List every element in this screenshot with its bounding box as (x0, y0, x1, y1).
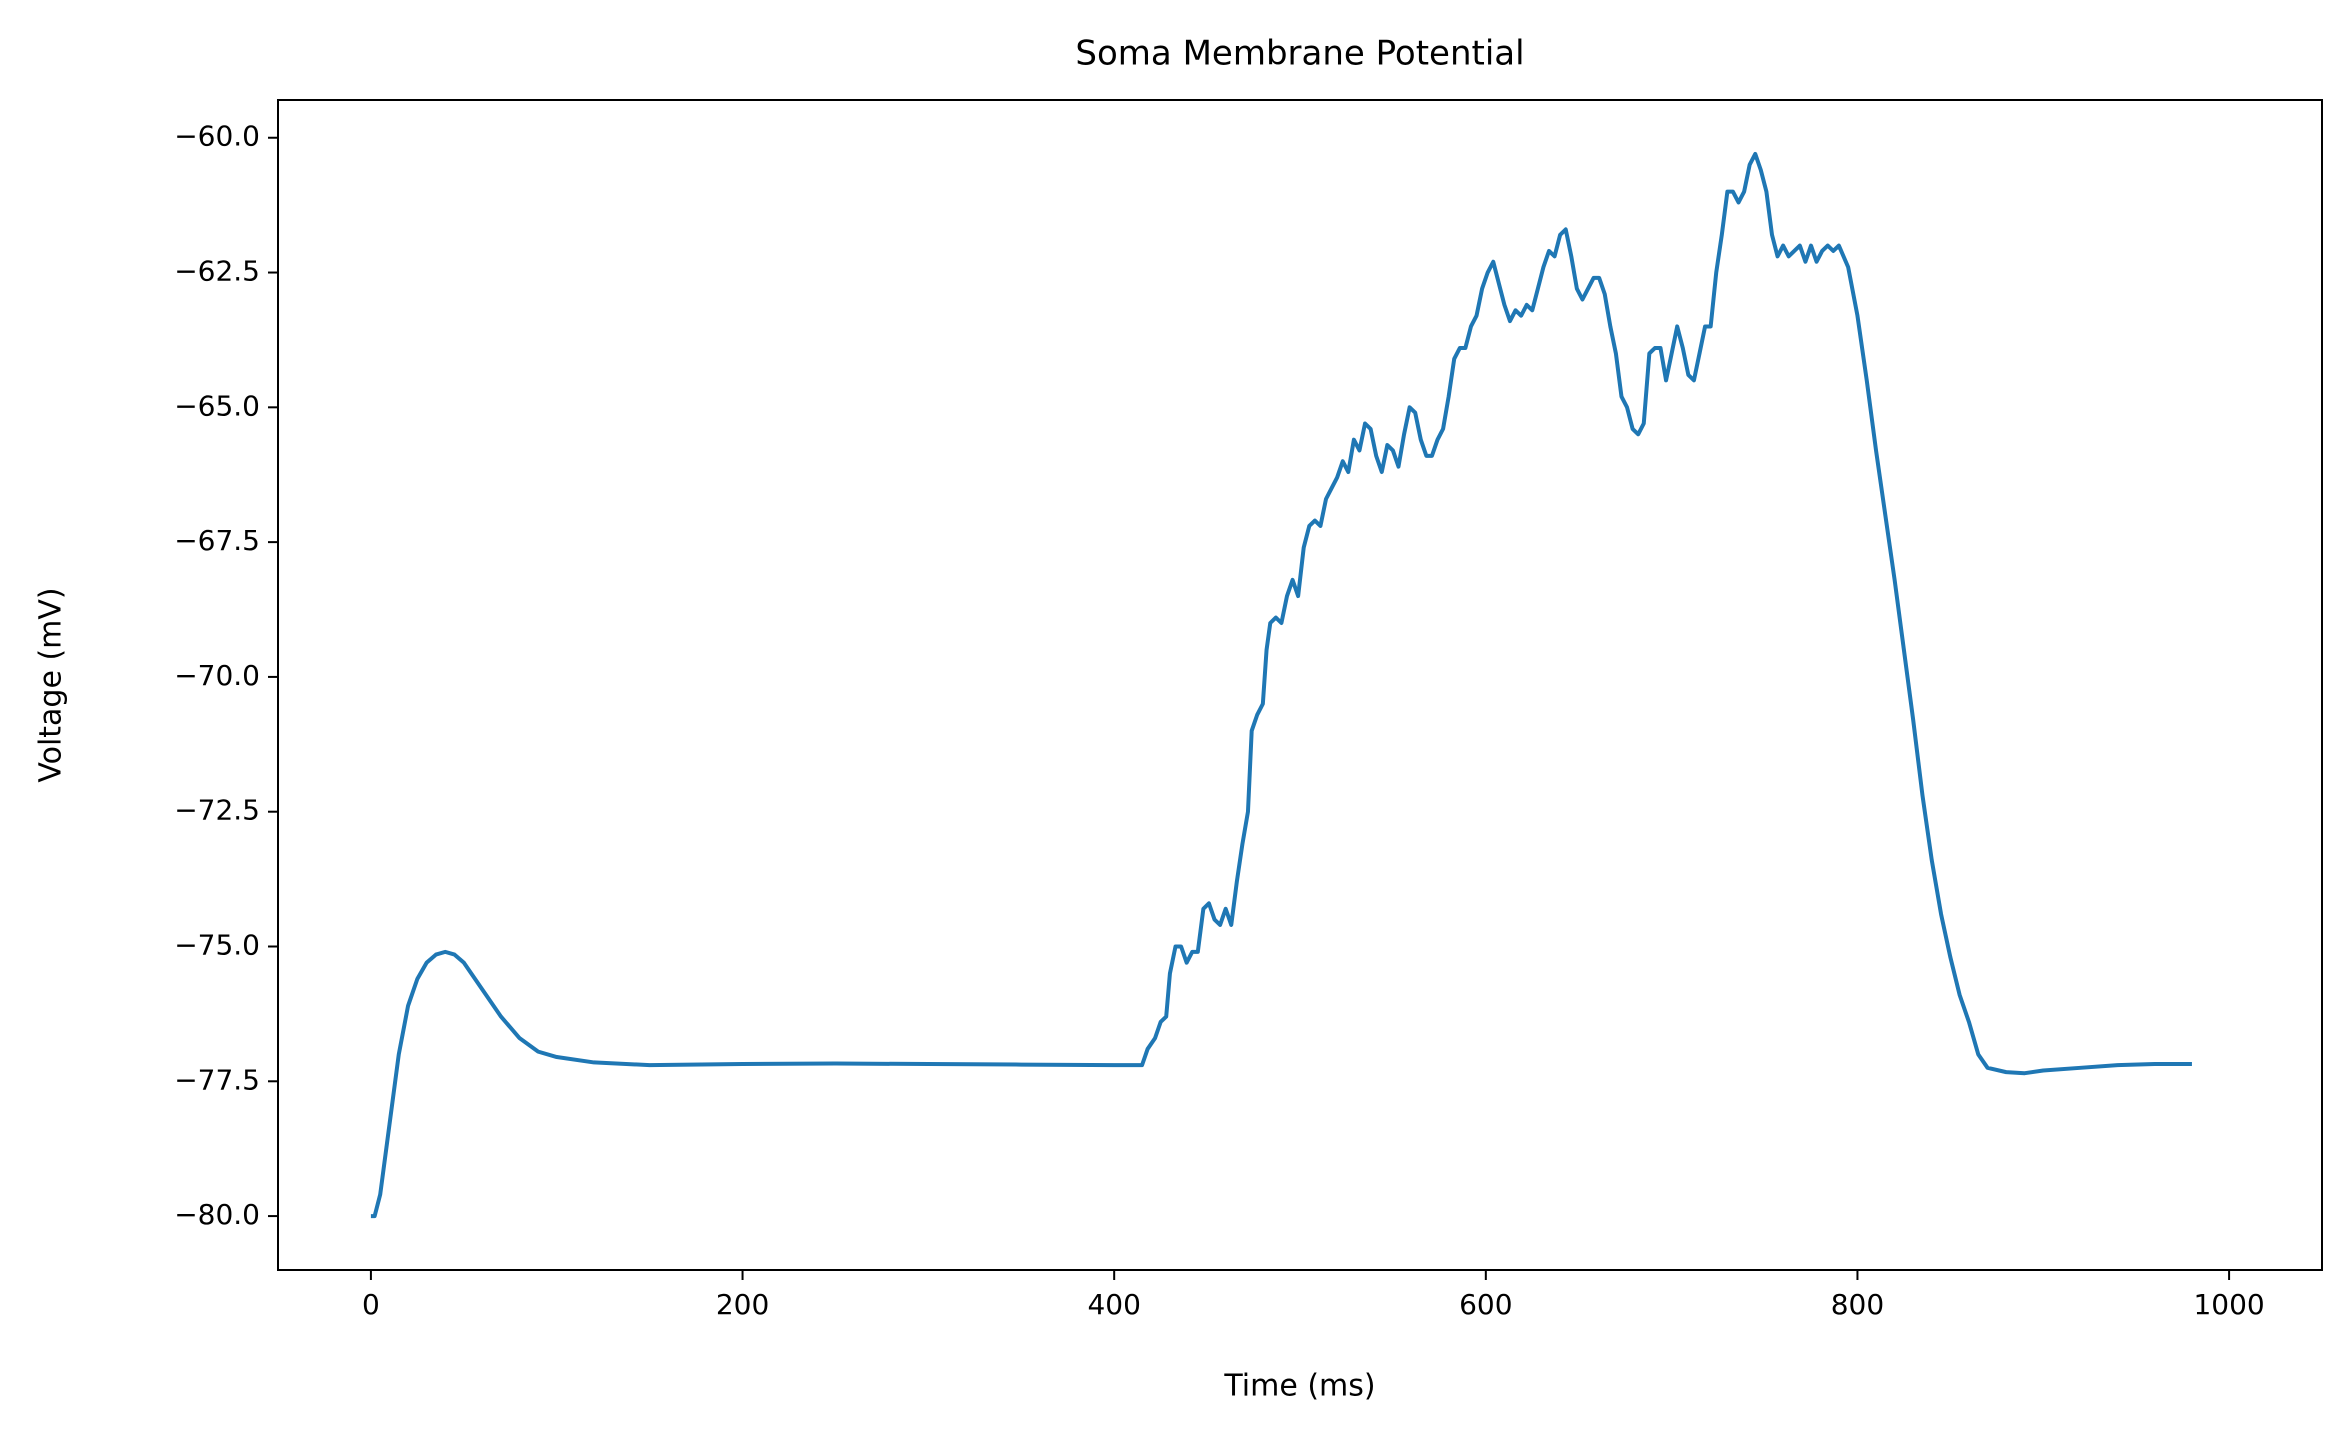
y-tick-label: −65.0 (174, 389, 260, 422)
x-axis-label: Time (ms) (1223, 1369, 1375, 1404)
y-tick-label: −77.5 (174, 1063, 260, 1096)
y-tick-label: −67.5 (174, 524, 260, 557)
x-tick-label: 600 (1459, 1288, 1512, 1321)
chart-title: Soma Membrane Potential (1075, 34, 1524, 74)
x-tick-label: 200 (716, 1288, 769, 1321)
plot-frame (277, 99, 2323, 1271)
y-tick-label: −80.0 (174, 1198, 260, 1231)
x-tick-label: 0 (362, 1288, 380, 1321)
y-tick-label: −70.0 (174, 659, 260, 692)
y-tick-label: −75.0 (174, 928, 260, 961)
line-series (370, 151, 2192, 1219)
x-tick-label: 800 (1831, 1288, 1884, 1321)
y-tick-label: −72.5 (174, 794, 260, 827)
y-tick-label: −60.0 (174, 120, 260, 153)
y-axis-label: Voltage (mV) (34, 587, 69, 782)
y-tick-label: −62.5 (174, 255, 260, 288)
x-tick-label: 1000 (2193, 1288, 2264, 1321)
x-tick-label: 400 (1087, 1288, 1140, 1321)
